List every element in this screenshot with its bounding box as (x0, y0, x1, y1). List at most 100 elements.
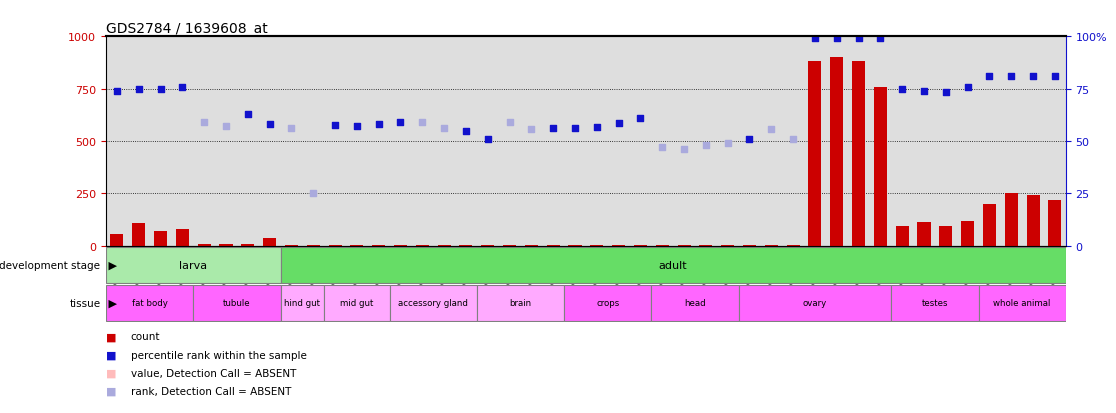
Point (588, 125, 606, 131)
Text: ■: ■ (106, 332, 116, 342)
Bar (917, 222, 931, 246)
Text: mid gut: mid gut (340, 299, 374, 308)
Bar (787, 245, 800, 246)
Point (719, 140, 737, 147)
Text: fat body: fat body (132, 299, 167, 308)
Text: ■: ■ (106, 350, 116, 360)
Point (828, 36, 846, 43)
Bar (826, 37, 848, 246)
Bar (437, 245, 451, 246)
Bar (935, 37, 956, 246)
Bar (652, 285, 739, 321)
Point (915, 88, 933, 95)
Bar (852, 62, 865, 246)
Text: count: count (131, 332, 160, 342)
Bar (1048, 200, 1061, 246)
Bar (220, 244, 232, 246)
Point (981, 74, 999, 80)
Point (413, 119, 431, 126)
Bar (830, 58, 844, 246)
Bar (1022, 37, 1043, 246)
Text: ovary: ovary (802, 299, 827, 308)
Bar (307, 245, 320, 246)
Point (893, 86, 911, 93)
Bar (350, 245, 364, 246)
Bar (280, 285, 324, 321)
Point (435, 126, 453, 133)
Bar (892, 37, 913, 246)
Point (872, 36, 889, 43)
Point (392, 119, 410, 126)
Bar (106, 247, 280, 283)
Bar (499, 37, 520, 246)
Bar (808, 62, 821, 246)
Point (217, 124, 235, 131)
Bar (477, 37, 499, 246)
Bar (477, 285, 564, 321)
Text: GDS2784 / 1639608_at: GDS2784 / 1639608_at (106, 22, 268, 36)
Point (479, 136, 497, 143)
Bar (848, 37, 869, 246)
Text: accessory gland: accessory gland (398, 299, 468, 308)
Point (458, 128, 475, 135)
Point (653, 145, 671, 151)
Bar (564, 285, 652, 321)
Bar (983, 204, 995, 246)
Point (806, 36, 824, 43)
Bar (525, 245, 538, 246)
Bar (979, 37, 1000, 246)
Point (129, 86, 147, 93)
Bar (716, 37, 739, 246)
Bar (656, 245, 668, 246)
Point (696, 142, 714, 149)
Bar (198, 244, 211, 246)
Text: ■: ■ (106, 368, 116, 378)
Point (959, 84, 976, 90)
Bar (154, 232, 167, 246)
Bar (503, 245, 516, 246)
Bar (721, 245, 734, 246)
Point (545, 126, 562, 133)
Bar (176, 230, 189, 246)
Text: tubule: tubule (223, 299, 251, 308)
Bar (324, 37, 346, 246)
Point (282, 126, 300, 133)
Bar (412, 37, 433, 246)
Bar (389, 285, 477, 321)
Bar (128, 37, 150, 246)
Text: hind gut: hind gut (285, 299, 320, 308)
Bar (328, 245, 341, 246)
Bar (1004, 194, 1018, 246)
Bar (913, 37, 935, 246)
Text: tissue: tissue (69, 298, 100, 308)
Bar (455, 37, 477, 246)
Bar (568, 245, 581, 246)
Bar (280, 247, 1066, 283)
Bar (346, 37, 368, 246)
Text: larva: larva (180, 260, 208, 270)
Bar (547, 245, 560, 246)
Point (741, 136, 759, 143)
Point (609, 121, 627, 127)
Text: crops: crops (596, 299, 619, 308)
Point (239, 111, 257, 118)
Bar (324, 285, 389, 321)
Bar (302, 37, 324, 246)
Bar (416, 245, 429, 246)
Bar (433, 37, 455, 246)
Point (522, 127, 540, 133)
Bar (673, 37, 695, 246)
Bar (564, 37, 586, 246)
Point (1024, 74, 1042, 80)
Text: percentile rank within the sample: percentile rank within the sample (131, 350, 307, 360)
Bar (634, 245, 647, 246)
Bar (739, 37, 760, 246)
Bar (586, 37, 608, 246)
Bar (394, 245, 407, 246)
Bar (106, 37, 128, 246)
Bar (241, 244, 254, 246)
Bar (368, 37, 389, 246)
Point (762, 127, 780, 133)
Bar (677, 245, 691, 246)
Point (1002, 74, 1020, 80)
